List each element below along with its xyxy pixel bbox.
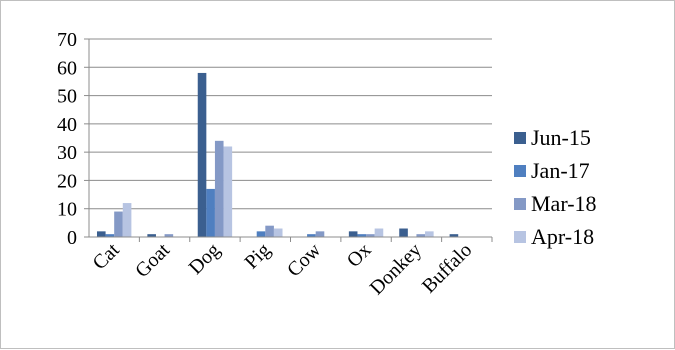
y-tick-label: 60 bbox=[57, 57, 77, 79]
x-tick-label: Cat bbox=[89, 239, 125, 275]
x-tick-label: Donkey bbox=[366, 239, 426, 299]
y-tick-label: 50 bbox=[57, 86, 77, 108]
bar-donkey-jun-15 bbox=[399, 228, 408, 237]
x-tick-label: Cow bbox=[283, 239, 326, 282]
bar-goat-jun-15 bbox=[147, 234, 156, 237]
legend: Jun-15 Jan-17 Mar-18 Apr-18 bbox=[514, 125, 597, 249]
bar-cat-apr-18 bbox=[122, 203, 132, 237]
y-tick-label: 20 bbox=[57, 170, 77, 192]
legend-label: Apr-18 bbox=[531, 224, 594, 249]
bars bbox=[96, 72, 459, 237]
bar-pig-jan-17 bbox=[256, 231, 266, 237]
bar-dog-apr-18 bbox=[223, 146, 233, 237]
axes bbox=[84, 38, 493, 242]
bar-cow-mar-18 bbox=[315, 231, 325, 237]
x-tick-label: Goat bbox=[131, 239, 174, 282]
gridlines bbox=[89, 38, 492, 210]
bar-buffalo-jun-15 bbox=[449, 234, 459, 237]
y-tick-label: 0 bbox=[67, 227, 77, 249]
bar-cow-jan-17 bbox=[307, 234, 316, 237]
bar-ox-apr-18 bbox=[374, 228, 384, 237]
bar-cat-jan-17 bbox=[105, 234, 115, 237]
bar-pig-apr-18 bbox=[273, 228, 283, 237]
bar-dog-mar-18 bbox=[214, 140, 224, 237]
bar-donkey-mar-18 bbox=[416, 234, 426, 237]
bar-goat-mar-18 bbox=[164, 234, 174, 237]
y-tick-label: 30 bbox=[57, 142, 77, 164]
legend-swatch bbox=[514, 132, 526, 144]
legend-swatch bbox=[514, 231, 526, 243]
bar-ox-mar-18 bbox=[366, 234, 375, 237]
bar-pig-mar-18 bbox=[265, 225, 274, 237]
x-tick-label: Buffalo bbox=[418, 239, 477, 298]
x-tick-label: Pig bbox=[240, 239, 274, 273]
x-tick-label: Ox bbox=[343, 239, 376, 272]
legend-label: Mar-18 bbox=[531, 191, 597, 216]
y-axis-tick-labels: 0 10 20 30 40 50 60 70 bbox=[57, 29, 77, 249]
x-tick-label: Dog bbox=[185, 239, 225, 279]
legend-swatch bbox=[514, 165, 526, 177]
bar-cat-mar-18 bbox=[114, 211, 123, 237]
bar-cat-jun-15 bbox=[96, 231, 106, 237]
y-tick-label: 40 bbox=[57, 114, 77, 136]
y-tick-label: 10 bbox=[57, 199, 77, 221]
legend-swatch bbox=[514, 198, 526, 210]
bar-dog-jan-17 bbox=[206, 188, 215, 237]
bar-ox-jun-15 bbox=[348, 231, 358, 237]
legend-label: Jun-15 bbox=[531, 125, 591, 150]
bar-dog-jun-15 bbox=[197, 72, 207, 237]
bar-ox-jan-17 bbox=[357, 234, 367, 237]
bar-donkey-apr-18 bbox=[425, 231, 434, 237]
legend-label: Jan-17 bbox=[531, 158, 590, 183]
y-tick-label: 70 bbox=[57, 29, 77, 51]
